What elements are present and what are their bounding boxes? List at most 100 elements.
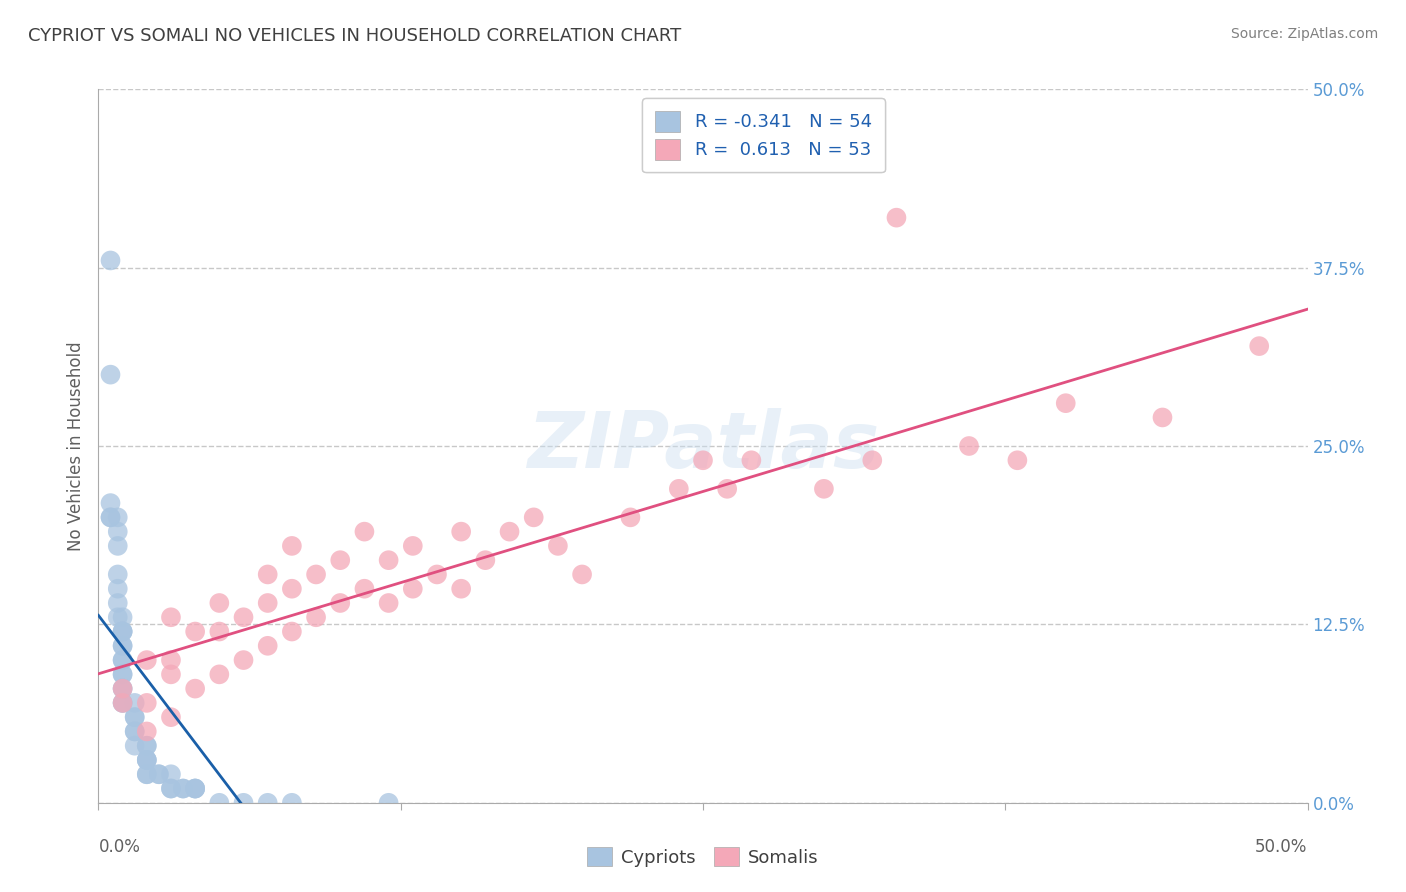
Point <box>135 767 157 781</box>
Point <box>1249 339 1271 353</box>
Point <box>523 510 546 524</box>
Point <box>402 582 425 596</box>
Point <box>256 596 278 610</box>
Point <box>160 781 183 796</box>
Point <box>111 610 134 624</box>
Point <box>111 667 134 681</box>
Point <box>111 696 134 710</box>
Point <box>353 524 375 539</box>
Point <box>124 710 146 724</box>
Point <box>668 482 690 496</box>
Point <box>107 610 129 624</box>
Point <box>281 582 304 596</box>
Point <box>135 739 157 753</box>
Point <box>232 796 254 810</box>
Point <box>111 624 134 639</box>
Point <box>208 667 231 681</box>
Text: CYPRIOT VS SOMALI NO VEHICLES IN HOUSEHOLD CORRELATION CHART: CYPRIOT VS SOMALI NO VEHICLES IN HOUSEHO… <box>28 27 682 45</box>
Point <box>377 596 399 610</box>
Point <box>124 724 146 739</box>
Legend: R = -0.341   N = 54, R =  0.613   N = 53: R = -0.341 N = 54, R = 0.613 N = 53 <box>643 98 884 172</box>
Point <box>111 667 134 681</box>
Point <box>208 624 231 639</box>
Point <box>111 653 134 667</box>
Point <box>450 524 472 539</box>
Point <box>208 596 231 610</box>
Point <box>860 453 883 467</box>
Point <box>886 211 908 225</box>
Point <box>160 767 183 781</box>
Point <box>305 567 328 582</box>
Point <box>184 781 207 796</box>
Point <box>107 567 129 582</box>
Text: 0.0%: 0.0% <box>98 838 141 856</box>
Point <box>160 653 183 667</box>
Point <box>124 739 146 753</box>
Point <box>692 453 714 467</box>
Point <box>124 724 146 739</box>
Point <box>135 767 157 781</box>
Point <box>111 624 134 639</box>
Legend: Cypriots, Somalis: Cypriots, Somalis <box>579 840 827 874</box>
Text: Source: ZipAtlas.com: Source: ZipAtlas.com <box>1230 27 1378 41</box>
Point <box>107 524 129 539</box>
Point <box>124 710 146 724</box>
Point <box>160 781 183 796</box>
Point <box>111 653 134 667</box>
Point <box>135 753 157 767</box>
Point <box>111 639 134 653</box>
Point <box>281 624 304 639</box>
Point <box>957 439 980 453</box>
Point <box>208 796 231 810</box>
Point <box>1054 396 1077 410</box>
Point <box>184 781 207 796</box>
Point <box>740 453 762 467</box>
Point <box>450 582 472 596</box>
Point <box>148 767 170 781</box>
Point <box>377 796 399 810</box>
Point <box>256 639 278 653</box>
Point <box>111 681 134 696</box>
Point <box>100 510 122 524</box>
Point <box>329 596 352 610</box>
Point <box>160 610 183 624</box>
Point <box>184 781 207 796</box>
Point <box>135 753 157 767</box>
Point <box>111 624 134 639</box>
Point <box>813 482 835 496</box>
Point <box>716 482 738 496</box>
Point <box>135 753 157 767</box>
Point <box>402 539 425 553</box>
Text: ZIPatlas: ZIPatlas <box>527 408 879 484</box>
Point <box>111 681 134 696</box>
Point <box>111 639 134 653</box>
Point <box>329 553 352 567</box>
Point <box>305 610 328 624</box>
Point <box>184 624 207 639</box>
Point <box>107 596 129 610</box>
Point <box>1152 410 1174 425</box>
Point <box>124 696 146 710</box>
Point <box>256 796 278 810</box>
Point <box>184 681 207 696</box>
Point <box>172 781 194 796</box>
Point <box>100 496 122 510</box>
Point <box>107 582 129 596</box>
Point <box>135 724 157 739</box>
Point <box>377 553 399 567</box>
Point <box>281 539 304 553</box>
Point <box>172 781 194 796</box>
Point <box>353 582 375 596</box>
Point <box>100 510 122 524</box>
Point <box>111 681 134 696</box>
Point <box>160 667 183 681</box>
Point <box>135 739 157 753</box>
Point <box>107 539 129 553</box>
Text: 50.0%: 50.0% <box>1256 838 1308 856</box>
Point <box>1007 453 1029 467</box>
Point <box>107 510 129 524</box>
Point <box>426 567 449 582</box>
Point <box>232 610 254 624</box>
Point <box>619 510 641 524</box>
Point <box>232 653 254 667</box>
